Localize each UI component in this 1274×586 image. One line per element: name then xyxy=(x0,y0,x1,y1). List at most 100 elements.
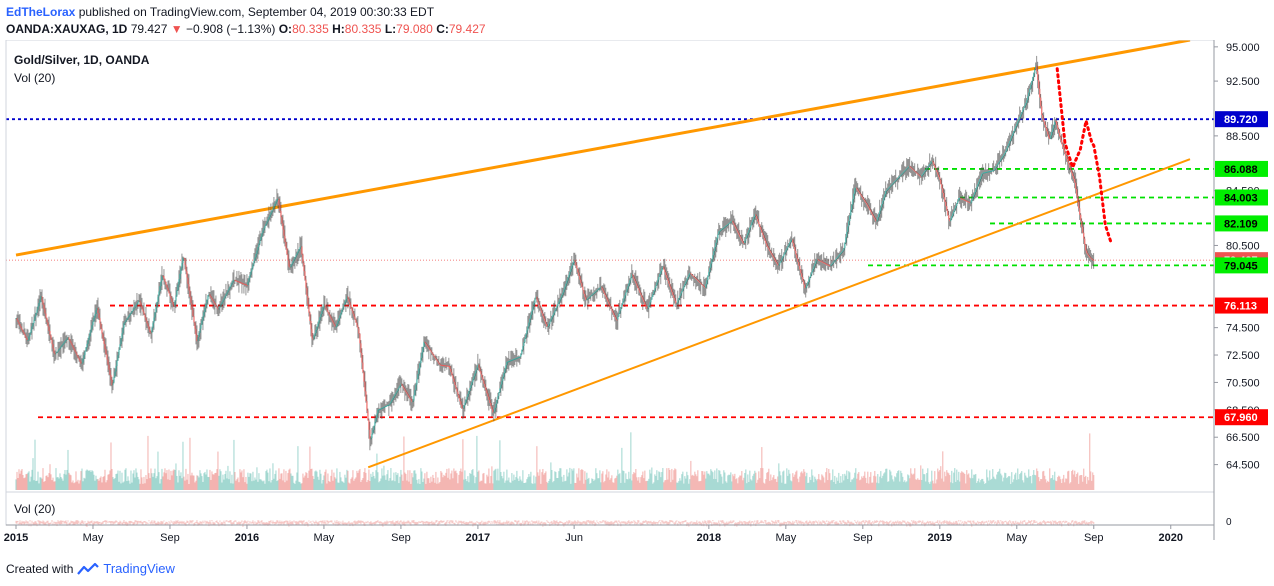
candle-body xyxy=(813,266,815,270)
volume-pane-bar xyxy=(909,522,911,527)
candle-body xyxy=(638,288,640,291)
volume-bar xyxy=(823,477,825,490)
volume-bar xyxy=(148,473,150,490)
candle-body xyxy=(213,301,215,303)
candle-body xyxy=(635,281,637,284)
volume-bar xyxy=(864,471,866,490)
candle-body xyxy=(686,279,688,282)
candle-body xyxy=(646,306,648,309)
volume-pane-bar xyxy=(203,522,205,524)
volume-pane-bar xyxy=(482,522,484,526)
volume-pane-bar xyxy=(122,521,124,526)
volume-bar xyxy=(827,480,829,490)
volume-pane-bar xyxy=(490,522,492,525)
candle-body xyxy=(375,417,377,422)
volume-pane-bar xyxy=(660,521,662,525)
candle-body xyxy=(77,355,79,358)
volume-bar xyxy=(42,468,44,490)
candle-body xyxy=(152,322,154,328)
volume-axis-zero: 0 xyxy=(1226,517,1232,528)
candle-body xyxy=(568,274,570,278)
volume-bar xyxy=(724,472,726,490)
volume-pane-bar xyxy=(785,522,787,524)
volume-bar xyxy=(902,476,904,490)
tradingview-brand[interactable]: TradingView xyxy=(103,561,175,576)
volume-pane-bar xyxy=(235,520,237,522)
volume-bar xyxy=(599,470,601,490)
candle-body xyxy=(925,169,927,171)
volume-pane-bar xyxy=(1050,520,1052,525)
candle-body xyxy=(443,365,445,367)
volume-pane-bar xyxy=(752,521,754,523)
volume-pane-bar xyxy=(697,522,699,525)
candle-body xyxy=(433,354,435,357)
volume-pane-bar xyxy=(160,520,162,525)
volume-pane-bar xyxy=(478,522,480,525)
candle-body xyxy=(829,265,831,267)
volume-bar xyxy=(309,446,311,490)
volume-bar xyxy=(538,475,540,490)
volume-pane-bar xyxy=(847,520,849,524)
volume-pane-bar xyxy=(238,521,240,525)
candle-body xyxy=(1008,143,1010,146)
candle-body xyxy=(113,376,115,383)
candle-body xyxy=(207,295,209,300)
volume-bar xyxy=(310,469,312,490)
volume-pane-bar xyxy=(729,521,731,524)
candle-body xyxy=(927,166,929,169)
candle-body xyxy=(1002,156,1004,158)
volume-bar xyxy=(62,480,64,490)
volume-pane-bar xyxy=(1005,520,1007,523)
volume-bar xyxy=(1089,433,1091,490)
candle-body xyxy=(656,282,658,286)
volume-pane-bar xyxy=(152,522,154,525)
volume-pane-bar xyxy=(339,522,341,525)
price-chart[interactable]: 95.00092.50088.50084.50080.50074.50072.5… xyxy=(0,40,1274,555)
volume-pane-bar xyxy=(987,522,989,526)
volume-bar xyxy=(318,479,320,490)
volume-bar xyxy=(358,470,360,490)
volume-pane-bar xyxy=(720,520,722,523)
volume-bar xyxy=(769,480,771,490)
volume-bar xyxy=(103,476,105,490)
time-axis[interactable]: 2015 May Sep 2016 May Sep 2017 Jun 2018 May Sep 201… xyxy=(4,525,1183,544)
volume-bar xyxy=(733,476,735,490)
volume-bar xyxy=(66,469,68,490)
volume-bar xyxy=(607,477,609,490)
volume-bar xyxy=(740,475,742,490)
candle-body xyxy=(1024,105,1026,108)
volume-pane-bar xyxy=(236,522,238,526)
volume-pane-bar xyxy=(735,522,737,525)
volume-bar xyxy=(436,483,438,490)
candle-body xyxy=(522,346,524,350)
candle-body xyxy=(727,224,729,226)
volume-bar xyxy=(74,482,76,490)
volume-bar xyxy=(334,477,336,490)
volume-pane-bar xyxy=(596,520,598,522)
volume-bar xyxy=(817,478,819,490)
candle-body xyxy=(64,341,66,343)
volume-pane-bar xyxy=(722,520,724,523)
volume-bar xyxy=(387,470,389,490)
volume-pane-bar xyxy=(468,522,470,525)
volume-bar xyxy=(444,476,446,490)
volume-bar xyxy=(669,469,671,490)
volume-pane-bar xyxy=(252,520,254,524)
price-axis[interactable]: 95.00092.50088.50084.50080.50074.50072.5… xyxy=(1214,42,1260,472)
candle-body xyxy=(1093,259,1095,261)
volume-bar xyxy=(329,481,331,490)
volume-pane-bar xyxy=(346,522,348,526)
candle-body xyxy=(453,378,455,382)
volume-bar xyxy=(254,477,256,490)
volume-pane-bar xyxy=(807,522,809,526)
candle-body xyxy=(315,329,317,334)
candle-body xyxy=(697,279,699,281)
volume-pane-bar xyxy=(905,522,907,525)
volume-bar xyxy=(259,479,261,490)
volume-pane-bar xyxy=(140,520,142,523)
volume-pane-bar xyxy=(1079,521,1081,526)
volume-bar xyxy=(362,478,364,490)
volume-bar xyxy=(24,477,26,490)
volume-bar xyxy=(116,473,118,490)
author-link[interactable]: EdTheLorax xyxy=(6,5,76,19)
